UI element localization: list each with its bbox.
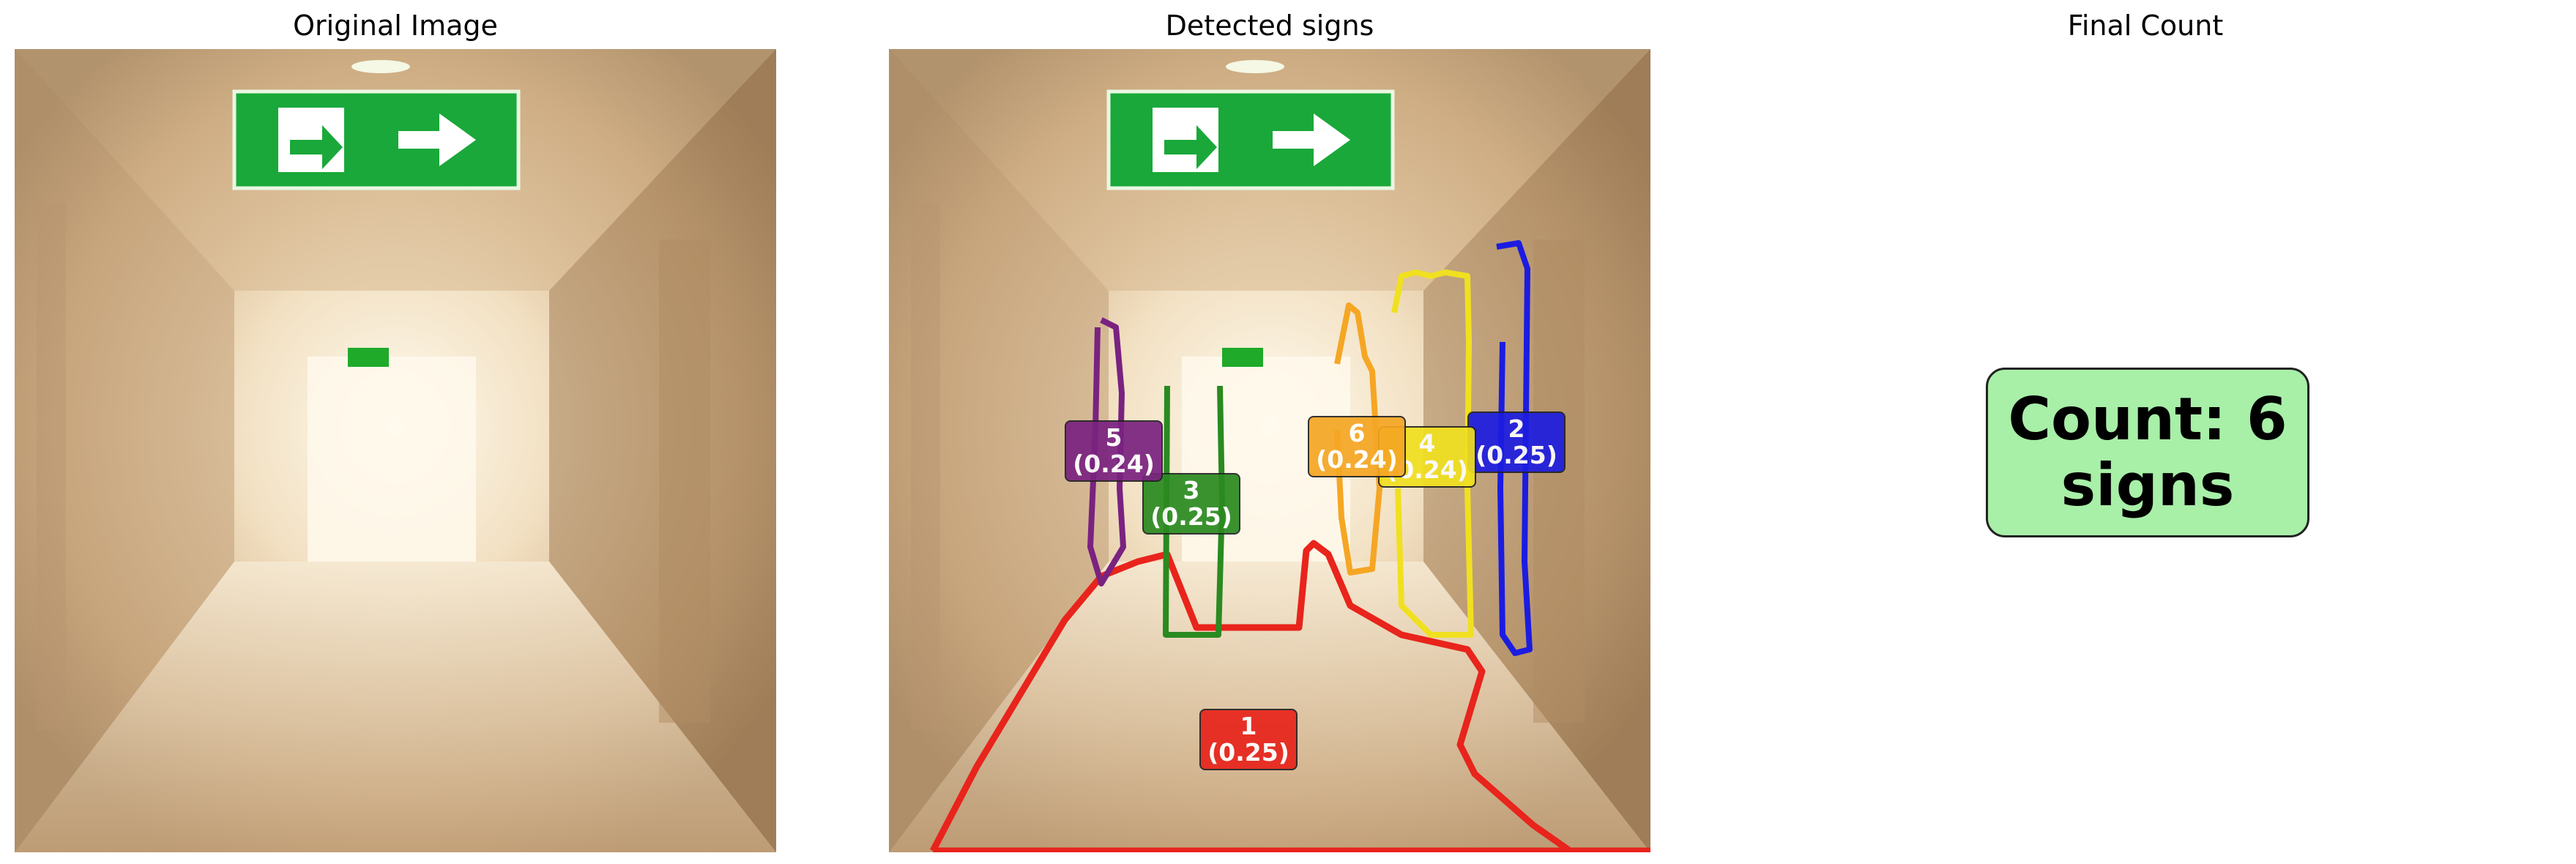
- detection-outline-1: [930, 540, 1650, 852]
- detection-score: (0.25): [1150, 502, 1232, 531]
- detection-label-2: 2 (0.25): [1467, 411, 1566, 473]
- detection-id: 4: [1418, 429, 1436, 458]
- detection-id: 5: [1105, 423, 1123, 452]
- detection-outline-4: [1391, 269, 1474, 638]
- detection-label-6: 6 (0.24): [1308, 416, 1406, 477]
- original-image: [15, 49, 776, 852]
- detection-outline-2: [1496, 240, 1533, 656]
- detection-id: 3: [1183, 476, 1200, 504]
- original-image-title: Original Image: [293, 10, 498, 42]
- detection-score: (0.25): [1475, 441, 1557, 469]
- detection-label-3: 3 (0.25): [1142, 473, 1240, 535]
- detection-score: (0.25): [1207, 738, 1289, 767]
- count-box: Count: 6 signs: [1986, 368, 2309, 537]
- detected-signs-title: Detected signs: [1165, 10, 1374, 42]
- detection-id: 1: [1240, 712, 1257, 740]
- count-line-2: signs: [2061, 451, 2235, 519]
- detection-label-1: 1 (0.25): [1199, 709, 1298, 770]
- count-line-1: Count: 6: [2008, 385, 2287, 453]
- count-text: Count: 6 signs: [2008, 387, 2287, 518]
- detection-id: 6: [1348, 419, 1366, 447]
- detection-outline-3: [1163, 385, 1225, 638]
- detection-id: 2: [1508, 414, 1525, 443]
- detection-score: (0.24): [1073, 450, 1155, 478]
- detection-label-5: 5 (0.24): [1065, 420, 1163, 482]
- final-count-title: Final Count: [2067, 10, 2224, 42]
- detection-score: (0.24): [1316, 445, 1398, 474]
